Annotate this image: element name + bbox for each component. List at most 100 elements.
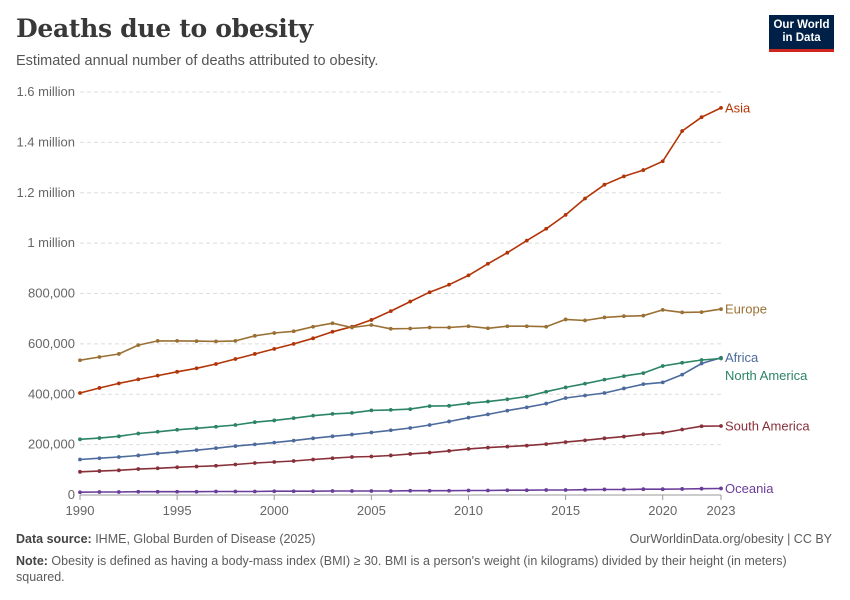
data-point xyxy=(97,436,102,440)
data-point xyxy=(680,310,685,315)
data-point xyxy=(194,339,199,344)
data-point xyxy=(524,405,529,410)
data-point xyxy=(602,315,607,320)
data-point xyxy=(252,442,257,447)
data-point xyxy=(524,394,529,399)
data-point xyxy=(486,399,490,404)
data-point xyxy=(116,490,121,494)
data-point xyxy=(602,487,607,492)
x-tick-label: 2020 xyxy=(648,503,677,518)
data-point xyxy=(660,364,665,368)
data-point xyxy=(680,360,685,365)
data-point xyxy=(330,329,335,334)
data-point xyxy=(447,282,451,287)
data-point xyxy=(330,456,335,461)
series-labels: Asia Europe Africa North America South Ameri… xyxy=(725,100,810,496)
data-point xyxy=(680,487,685,491)
data-point xyxy=(719,105,723,110)
data-point xyxy=(330,321,335,326)
series-label: Asia xyxy=(725,100,751,115)
data-point xyxy=(680,372,685,377)
data-point xyxy=(311,436,315,441)
data-point xyxy=(408,407,413,412)
data-point xyxy=(660,307,665,312)
data-point xyxy=(291,416,296,421)
data-point xyxy=(175,338,180,343)
data-point xyxy=(544,401,549,406)
credit-link[interactable]: OurWorldinData.org/obesity | CC BY xyxy=(629,532,832,546)
data-point xyxy=(78,490,82,495)
series-line xyxy=(79,356,722,461)
data-point xyxy=(194,464,199,469)
data-point xyxy=(116,381,121,386)
owid-logo[interactable]: Our World in Data xyxy=(769,15,834,52)
data-point xyxy=(583,438,587,443)
logo-line-2: in Data xyxy=(782,32,821,44)
data-point xyxy=(427,488,432,493)
data-point xyxy=(214,339,218,344)
note-label: Note: xyxy=(16,554,48,568)
y-tick-label: 600,000 xyxy=(28,336,75,351)
data-point xyxy=(330,411,335,416)
data-point xyxy=(155,466,160,471)
data-point xyxy=(194,448,199,453)
data-point xyxy=(408,326,413,331)
data-point xyxy=(272,331,277,335)
data-point xyxy=(78,358,82,363)
series-line xyxy=(79,308,722,361)
data-point xyxy=(680,427,685,432)
data-point xyxy=(524,488,529,493)
data-point xyxy=(233,462,238,467)
data-point xyxy=(78,437,82,442)
data-point xyxy=(369,430,374,435)
data-point xyxy=(291,329,296,334)
series-lines xyxy=(78,105,723,495)
data-point xyxy=(97,490,102,494)
source-text: IHME, Global Burden of Disease (2025) xyxy=(91,532,316,546)
logo-line-1: Our World xyxy=(773,19,830,31)
series-label: Europe xyxy=(725,302,767,317)
data-point xyxy=(291,489,296,494)
data-point xyxy=(719,424,723,428)
data-point xyxy=(155,451,160,456)
data-point xyxy=(427,404,432,408)
data-point xyxy=(583,196,587,201)
data-point xyxy=(136,453,141,458)
data-point xyxy=(583,381,587,386)
data-point xyxy=(621,386,626,391)
series-label: North America xyxy=(725,368,808,383)
x-tick-label: 2000 xyxy=(260,503,289,518)
data-point xyxy=(524,238,529,243)
data-point xyxy=(427,450,432,455)
data-point xyxy=(233,338,238,343)
data-point xyxy=(175,465,180,470)
data-point xyxy=(447,325,451,330)
data-point xyxy=(116,434,121,439)
line-chart: 0 200,000 400,000 600,000 800,000 1 million 1.… xyxy=(16,84,810,518)
series-line xyxy=(79,425,722,473)
data-point xyxy=(78,457,82,462)
x-tick-label: 1995 xyxy=(163,503,192,518)
data-point xyxy=(466,401,471,406)
data-point xyxy=(680,129,685,133)
data-point xyxy=(544,324,549,329)
data-point xyxy=(233,444,238,449)
data-point xyxy=(660,487,665,492)
data-point xyxy=(427,325,432,330)
data-point xyxy=(660,380,665,385)
y-tick-label: 400,000 xyxy=(28,386,75,401)
data-point xyxy=(466,415,471,420)
data-point xyxy=(486,488,490,493)
data-point xyxy=(311,324,315,329)
data-point xyxy=(602,377,607,382)
data-point xyxy=(330,489,335,493)
x-tick-label: 2005 xyxy=(357,503,386,518)
series-label: South America xyxy=(725,418,810,433)
chart-note: Note: Obesity is defined as having a bod… xyxy=(16,553,816,585)
data-point xyxy=(699,358,704,362)
data-point xyxy=(97,469,102,473)
data-point xyxy=(641,313,646,318)
data-point xyxy=(252,352,257,356)
data-point xyxy=(350,410,354,415)
data-point xyxy=(350,432,354,437)
